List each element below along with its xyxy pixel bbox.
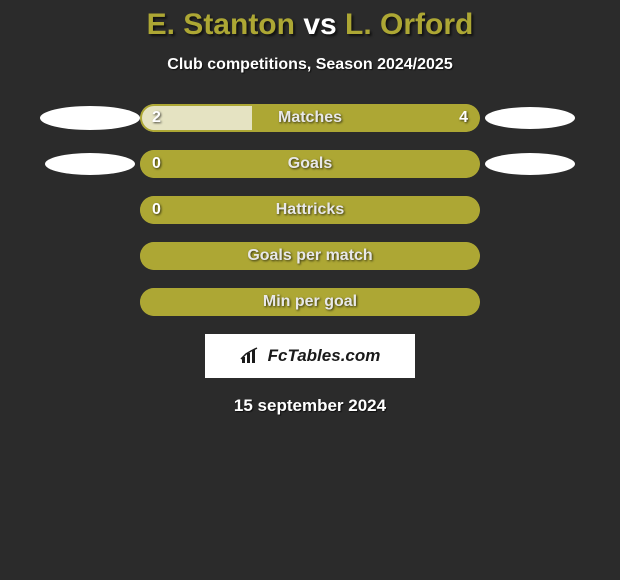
date-text: 15 september 2024 [0,396,620,416]
logo-text: FcTables.com [268,346,381,366]
stat-bar: Min per goal [140,288,480,316]
stat-right-value: 4 [459,104,468,132]
stat-label: Matches [140,104,480,132]
left-side-graphic [40,106,140,130]
stat-label: Hattricks [140,196,480,224]
stat-bar: Hattricks0 [140,196,480,224]
stat-row: Min per goal [0,288,620,316]
stat-row: Goals0 [0,150,620,178]
player-ellipse-icon [485,153,575,175]
player-ellipse-icon [45,153,135,175]
stat-bar: Matches2 4 [140,104,480,132]
logo-chart-icon [240,347,262,365]
stat-label: Goals per match [140,242,480,270]
subtitle: Club competitions, Season 2024/2025 [0,56,620,74]
stat-bar: Goals per match [140,242,480,270]
stat-rows: Matches24Goals0Hattricks0Goals per match… [0,104,620,316]
stat-row: Goals per match [0,242,620,270]
player2-name: L. Orford [345,8,473,41]
stat-left-value: 0 [152,196,161,224]
right-side-graphic [480,153,580,175]
stat-row: Hattricks0 [0,196,620,224]
stat-row: Matches2 4 [0,104,620,132]
stat-bar: Goals0 [140,150,480,178]
logo: FcTables.com [240,346,381,366]
player-ellipse-icon [485,107,575,129]
versus-text: vs [303,8,336,41]
player-ellipse-icon [40,106,140,130]
right-side-graphic [480,107,580,129]
stat-left-value: 0 [152,150,161,178]
player1-name: E. Stanton [147,8,295,41]
stat-label: Goals [140,150,480,178]
left-side-graphic [40,153,140,175]
stat-left-value: 2 [152,104,161,132]
logo-box: FcTables.com [205,334,415,378]
comparison-title: E. Stanton vs L. Orford [0,0,620,42]
stat-label: Min per goal [140,288,480,316]
